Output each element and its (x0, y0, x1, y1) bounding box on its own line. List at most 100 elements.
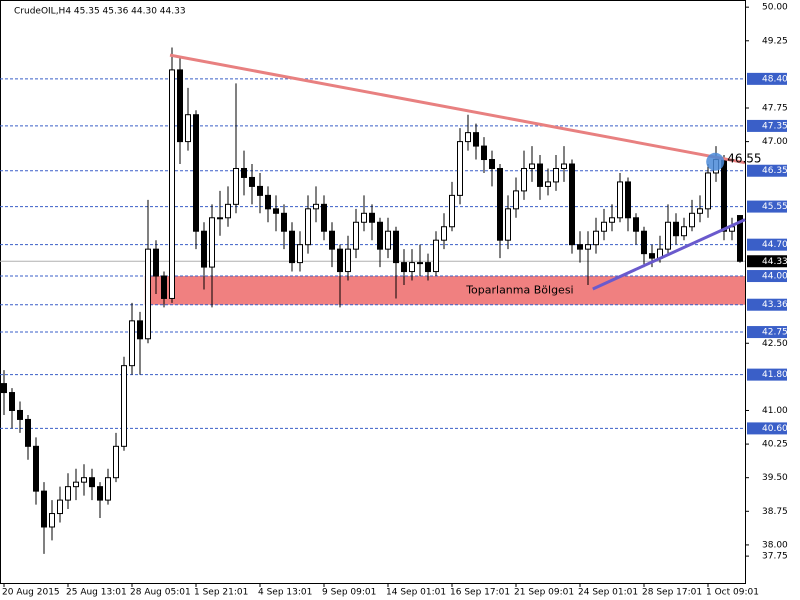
annotation-marker (706, 152, 725, 171)
y-tick-label: 47.00 (762, 137, 788, 147)
x-tick-label: 4 Sep 13:01 (258, 588, 312, 598)
y-tick-label: 39.50 (762, 473, 788, 483)
candle-body (9, 392, 15, 411)
candle-body (593, 230, 599, 246)
trendline (592, 218, 746, 291)
level-box (747, 298, 787, 311)
candle-body (249, 176, 255, 187)
candle-body (697, 208, 703, 214)
level-label: 48.40 (762, 74, 788, 84)
zone-layer: Toparlanma Bölgesi (144, 276, 746, 305)
candle-body (609, 217, 615, 223)
candle-body (57, 499, 63, 515)
candle-body (25, 418, 31, 447)
candle-body (481, 145, 487, 161)
overlay-layer: 46.55 (169, 53, 762, 291)
x-tick-label: 28 Aug 05:01 (130, 588, 191, 598)
y-tick-label: 42.50 (762, 339, 788, 349)
candle-body (385, 230, 391, 250)
level-box (747, 270, 787, 283)
candle-body (345, 248, 351, 273)
candle-body (681, 226, 687, 237)
candle-body (89, 477, 95, 488)
candle-body (105, 477, 111, 501)
candle-body (185, 114, 191, 143)
candle-body (441, 226, 447, 241)
candle-body (689, 212, 695, 228)
current-price-label: 44.33 (762, 257, 788, 267)
candle-body (673, 221, 679, 237)
candle-body (497, 167, 503, 241)
candle-body (225, 203, 231, 219)
x-tick-label: 9 Sep 09:01 (322, 588, 376, 598)
candle-body (297, 244, 303, 264)
candle-body (73, 481, 79, 488)
candle-body (625, 181, 631, 219)
candle-body (137, 320, 143, 340)
candle-body (361, 212, 367, 223)
candle-body (449, 194, 455, 228)
candle-body (505, 208, 511, 241)
candle-body (217, 217, 223, 220)
level-box (747, 72, 787, 85)
x-tick-label: 25 Aug 13:01 (66, 588, 127, 598)
candle-body (145, 248, 151, 340)
level-label: 46.35 (762, 166, 788, 176)
candle-body (313, 203, 319, 210)
candle-body (721, 159, 727, 232)
x-tick-label: 24 Sep 01:01 (578, 588, 638, 598)
level-box (747, 119, 787, 132)
candle-body (153, 248, 159, 277)
candle-body (601, 221, 607, 232)
candle-body (577, 244, 583, 250)
candle-body (529, 163, 535, 169)
candle-body (545, 181, 551, 187)
candle-body (617, 181, 623, 219)
level-label: 47.35 (762, 121, 788, 131)
candle-body (641, 230, 647, 255)
candle-body (209, 217, 215, 268)
candle-body (513, 190, 519, 210)
y-tick-label: 50.00 (762, 3, 788, 13)
candle-body (705, 172, 711, 210)
x-tick-label: 20 Aug 2015 (2, 588, 60, 598)
level-box (747, 238, 787, 251)
x-tick-label: 16 Sep 17:01 (450, 588, 510, 598)
zone-label: Toparlanma Bölgesi (465, 283, 573, 296)
candle-body (273, 208, 279, 214)
candle-body (129, 320, 135, 367)
level-box (747, 326, 787, 339)
candle-body (425, 262, 431, 273)
candle-body (81, 477, 87, 483)
candle-body (401, 262, 407, 273)
candle-body (737, 215, 743, 262)
level-label: 44.00 (762, 272, 788, 282)
candle-body (537, 163, 543, 187)
level-box (747, 368, 787, 381)
candle-body (393, 230, 399, 264)
grid-layer (0, 78, 745, 429)
candle-body (201, 230, 207, 268)
candle-body (281, 212, 287, 232)
x-tick-label: 28 Sep 17:01 (642, 588, 702, 598)
candle-body (193, 114, 199, 232)
candle-body (457, 141, 463, 196)
level-box (747, 164, 787, 177)
candle-body (233, 167, 239, 205)
y-tick-label: 40.25 (762, 440, 788, 450)
y-tick-label: 47.75 (762, 103, 788, 113)
candle-body (473, 132, 479, 147)
candle-body (585, 244, 591, 250)
candle-body (377, 221, 383, 250)
candle-body (289, 230, 295, 264)
candle-body (49, 513, 55, 528)
candle-body (305, 208, 311, 246)
candle-body (321, 203, 327, 232)
candle-body (561, 163, 567, 169)
candle-body (369, 212, 375, 223)
candle-body (665, 221, 671, 250)
plot-frame (0, 0, 746, 584)
candle-body (257, 185, 263, 196)
level-label: 42.75 (762, 328, 788, 338)
level-label: 43.36 (762, 300, 788, 310)
